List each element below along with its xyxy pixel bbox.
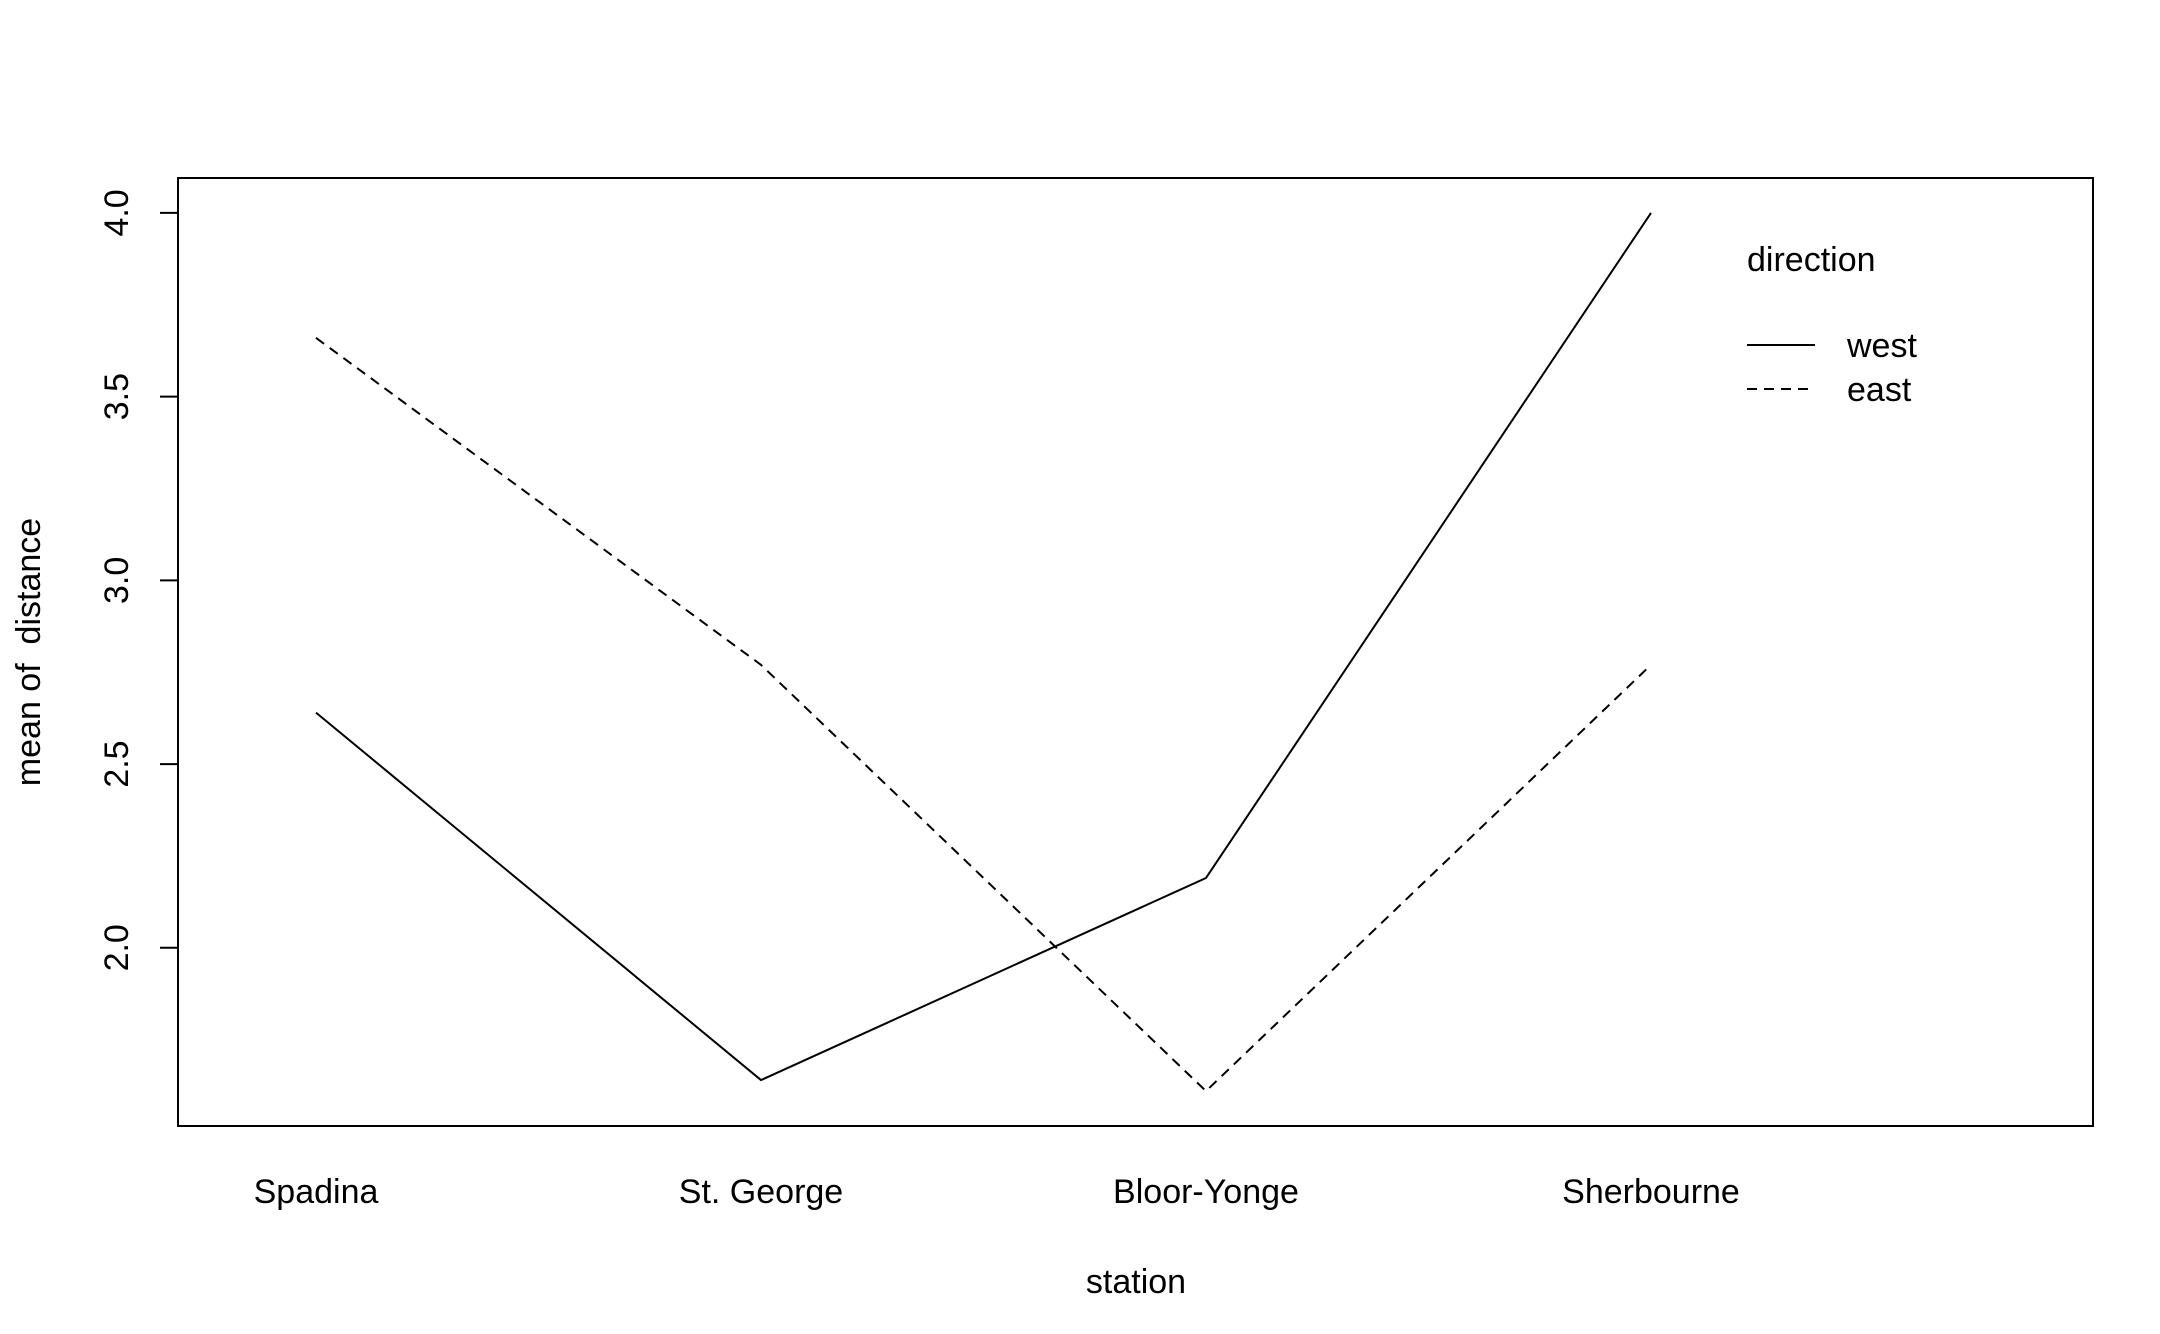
y-tick-label: 3.5 [98, 373, 136, 420]
x-tick-label: Spadina [254, 1173, 379, 1211]
series-line-east [315, 337, 1652, 1093]
legend-label-east: east [1847, 371, 1912, 409]
x-tick-label: Sherbourne [1562, 1173, 1740, 1211]
x-tick-label: St. George [679, 1173, 843, 1211]
legend-label-west: west [1846, 327, 1917, 365]
y-tick-label: 3.0 [98, 557, 136, 604]
x-axis-label: station [1086, 1263, 1186, 1301]
y-tick-label: 4.0 [98, 189, 136, 236]
series-line-west [315, 212, 1652, 1082]
plot-frame [177, 177, 2094, 1127]
y-axis-label: mean of distance [10, 518, 48, 786]
legend: direction west east [1747, 241, 1917, 409]
x-axis-category-labels: Spadina St. George Bloor-Yonge Sherbourne [254, 1173, 1740, 1211]
y-tick-label: 2.5 [98, 740, 136, 787]
y-tick-label: 2.0 [98, 924, 136, 971]
series-lines [315, 212, 1652, 1093]
y-axis: 2.0 2.5 3.0 3.5 4.0 [98, 189, 179, 971]
x-tick-label: Bloor-Yonge [1113, 1173, 1299, 1211]
legend-title: direction [1747, 241, 1876, 279]
